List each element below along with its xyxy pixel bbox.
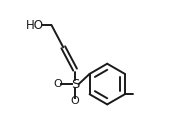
Text: S: S [71, 78, 79, 91]
Text: HO: HO [25, 18, 43, 31]
Text: O: O [71, 96, 79, 106]
Text: O: O [54, 79, 62, 89]
